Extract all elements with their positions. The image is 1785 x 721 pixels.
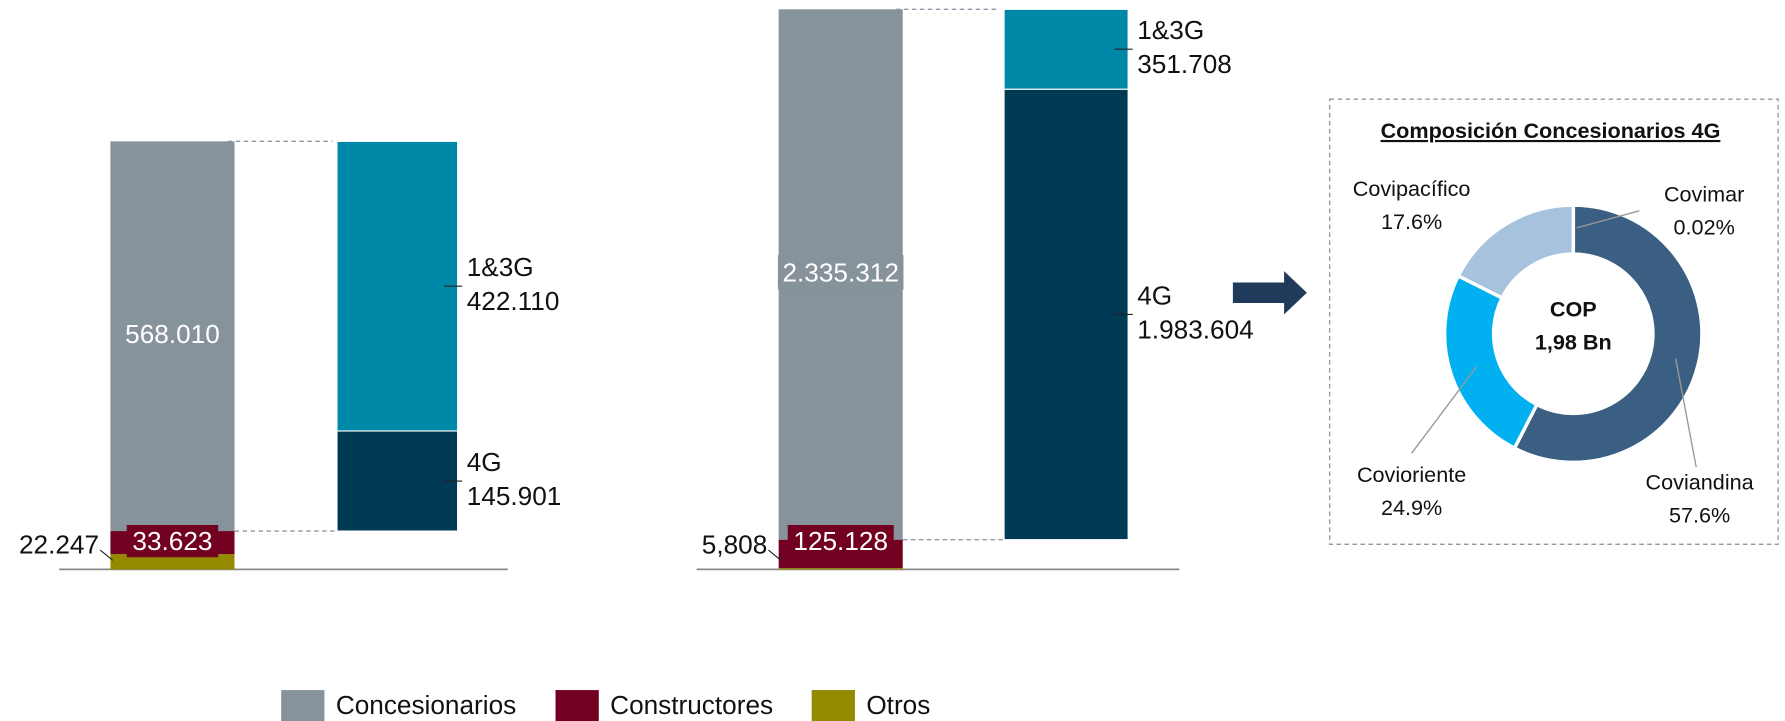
slice-value: 17.6% xyxy=(1381,209,1442,234)
value-label: 2.335.312 xyxy=(782,257,898,287)
value-label: 125.128 xyxy=(793,526,888,556)
arrow xyxy=(1232,271,1307,315)
center-label: COP xyxy=(1550,297,1597,322)
value-label: 1.983.604 xyxy=(1137,314,1253,344)
legend-label: Concesionarios xyxy=(336,690,516,720)
donut-frame xyxy=(1328,98,1779,546)
value-label: 5,808 xyxy=(702,530,768,560)
label-box xyxy=(787,524,894,558)
slice-name: Covipacífico xyxy=(1353,176,1471,201)
segment-name: 4G xyxy=(467,447,502,477)
slice-name: Coviandina xyxy=(1646,470,1755,495)
value-label: 145.901 xyxy=(467,481,562,511)
label-box xyxy=(126,524,219,558)
value-label: 22.247 xyxy=(19,530,99,560)
donut-slice xyxy=(1512,203,1704,465)
leader xyxy=(1675,358,1697,468)
bar-segment xyxy=(336,430,459,532)
bar-segment xyxy=(778,568,903,570)
legend-swatch xyxy=(811,690,855,721)
slice-name: Covimar xyxy=(1664,182,1744,207)
slice-value: 57.6% xyxy=(1669,503,1730,528)
donut-title: Composición Concesionarios 4G xyxy=(1381,118,1721,143)
segment-name: 1&3G xyxy=(467,252,534,282)
leader xyxy=(1576,210,1640,229)
donut-slice xyxy=(1442,273,1540,451)
bar-segment xyxy=(1003,88,1129,541)
segment-name: 4G xyxy=(1137,280,1172,310)
leader xyxy=(1411,366,1478,454)
slice-value: 0.02% xyxy=(1674,215,1735,240)
leader xyxy=(768,549,782,561)
leader xyxy=(99,549,114,561)
value-label: 568.010 xyxy=(125,319,220,349)
legend-swatch xyxy=(555,690,599,721)
bar-segment xyxy=(336,140,459,432)
value-label: 422.110 xyxy=(467,286,560,316)
legend-label: Otros xyxy=(866,690,930,720)
slice-name: Covioriente xyxy=(1357,462,1466,487)
legend-swatch xyxy=(281,690,325,721)
bar-segment xyxy=(1003,8,1129,90)
value-label: 351.708 xyxy=(1137,49,1232,79)
label-box xyxy=(777,255,904,290)
label-box xyxy=(120,316,225,352)
segment-name: 1&3G xyxy=(1137,15,1204,45)
slice-value: 24.9% xyxy=(1381,495,1442,520)
legend-label: Constructores xyxy=(610,690,773,720)
center-label: 1,98 Bn xyxy=(1535,330,1612,355)
donut-slice xyxy=(1456,203,1575,301)
bar-segment xyxy=(110,554,235,570)
value-label: 33.623 xyxy=(132,526,212,556)
